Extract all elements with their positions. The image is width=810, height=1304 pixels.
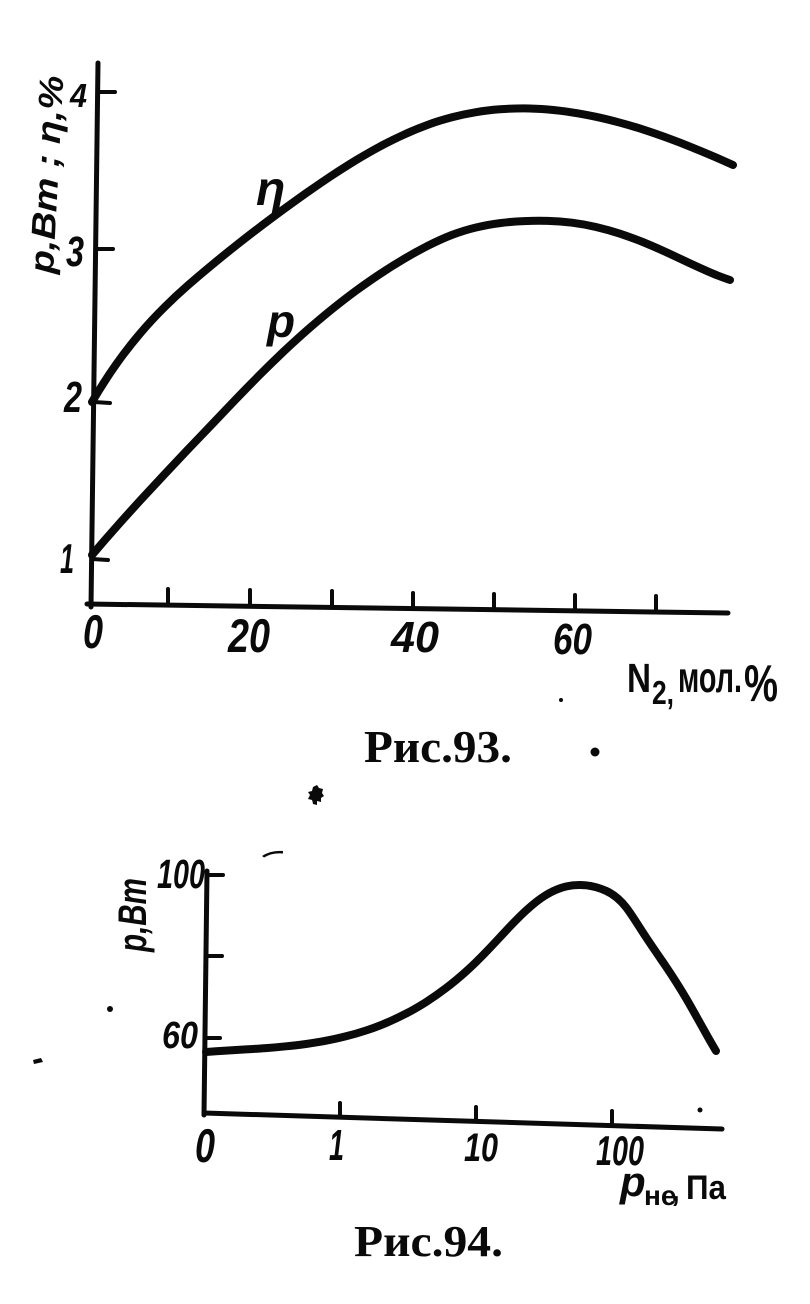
svg-text:2: 2 bbox=[63, 373, 82, 422]
svg-text:60: 60 bbox=[162, 1015, 198, 1057]
svg-text:4: 4 bbox=[69, 77, 87, 114]
svg-text:0: 0 bbox=[195, 1119, 215, 1172]
svg-text:100: 100 bbox=[157, 851, 205, 897]
svg-text:p: p bbox=[619, 1158, 646, 1205]
svg-text:40: 40 bbox=[390, 613, 439, 662]
svg-text:N: N bbox=[627, 655, 651, 701]
svg-text:Рис.94.: Рис.94. bbox=[354, 1217, 503, 1266]
svg-text:10: 10 bbox=[464, 1126, 498, 1170]
svg-text:η: η bbox=[256, 163, 285, 216]
svg-text:2,: 2, bbox=[652, 674, 674, 711]
svg-text:Рис.93.: Рис.93. bbox=[364, 721, 512, 772]
svg-text:100: 100 bbox=[596, 1127, 644, 1174]
svg-text:мол.: мол. bbox=[678, 654, 742, 702]
svg-text:1: 1 bbox=[60, 535, 74, 582]
svg-text:p,Вт: p,Вт bbox=[111, 878, 155, 953]
svg-text:,: , bbox=[671, 1172, 680, 1208]
svg-text:3: 3 bbox=[66, 228, 84, 276]
svg-text:20: 20 bbox=[227, 609, 270, 662]
svg-text:1: 1 bbox=[329, 1121, 344, 1170]
svg-text:0: 0 bbox=[83, 605, 103, 658]
svg-text:60: 60 bbox=[553, 615, 592, 664]
svg-text:p,Вт ; η,%: p,Вт ; η,% bbox=[23, 75, 71, 276]
svg-text:p: p bbox=[265, 295, 295, 347]
svg-text:%: % bbox=[744, 655, 778, 713]
svg-text:Па: Па bbox=[686, 1169, 727, 1207]
svg-text:не: не bbox=[644, 1180, 676, 1211]
